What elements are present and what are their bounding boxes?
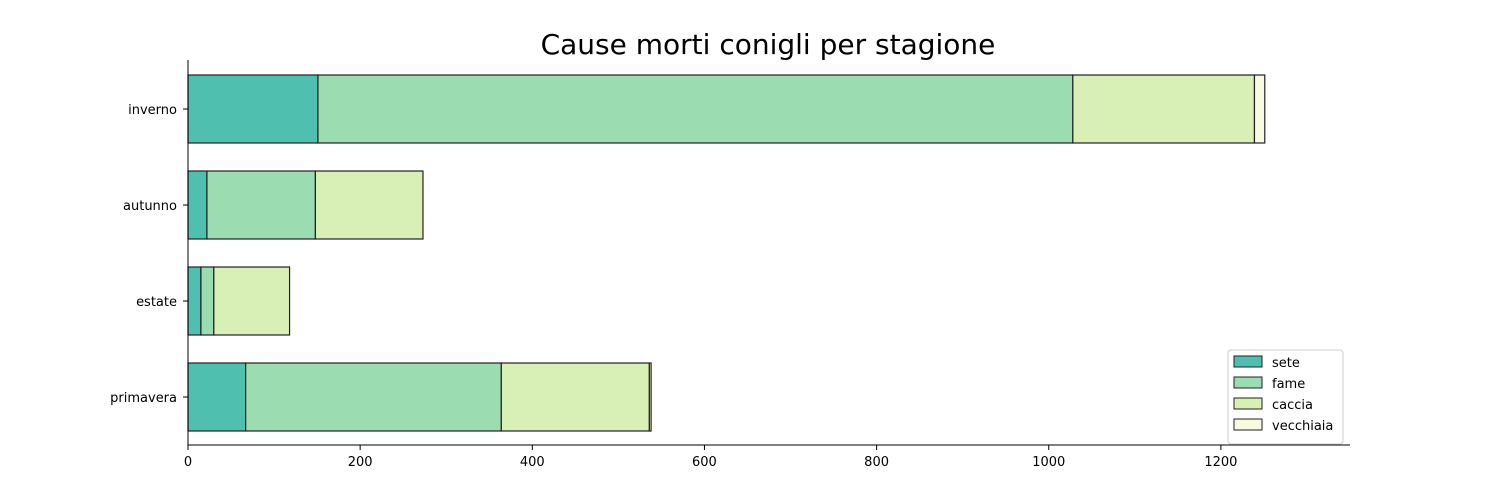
bar-fame-autunno bbox=[206, 170, 316, 240]
bar-sete-autunno bbox=[187, 170, 208, 240]
x-tick-label: 600 bbox=[692, 455, 717, 470]
legend-label-sete: sete bbox=[1272, 356, 1300, 371]
bar-caccia-estate bbox=[213, 266, 291, 336]
x-tick-label: 0 bbox=[184, 455, 192, 470]
bars-layer bbox=[187, 74, 1266, 432]
bar-fame-estate bbox=[200, 266, 215, 336]
bar-fame-inverno bbox=[317, 74, 1074, 144]
legend-label-fame: fame bbox=[1272, 377, 1305, 392]
legend-swatch-fame bbox=[1233, 376, 1263, 389]
bar-fame-primavera bbox=[245, 362, 502, 432]
legend-label-caccia: caccia bbox=[1272, 398, 1313, 413]
axes-layer: 0 200 400 600 800 1000 1200 primavera estate autu… bbox=[110, 60, 1350, 470]
bar-vecchiaia-inverno bbox=[1253, 74, 1266, 144]
x-tick-label: 400 bbox=[520, 455, 545, 470]
legend-label-vecchiaia: vecchiaia bbox=[1272, 419, 1333, 434]
legend-swatch-vecchiaia bbox=[1233, 418, 1263, 431]
bar-sete-primavera bbox=[187, 362, 247, 432]
x-tick-label: 1000 bbox=[1032, 455, 1065, 470]
legend-swatch-caccia bbox=[1233, 397, 1263, 410]
bar-sete-inverno bbox=[187, 74, 319, 144]
y-tick-label-primavera: primavera bbox=[110, 391, 177, 406]
chart-title: Cause morti conigli per stagione bbox=[541, 28, 996, 61]
y-tick-label-autunno: autunno bbox=[123, 199, 177, 214]
bar-sete-estate bbox=[187, 266, 202, 336]
bar-caccia-inverno bbox=[1072, 74, 1256, 144]
legend: sete fame caccia vecchiaia bbox=[1227, 349, 1344, 445]
bar-caccia-autunno bbox=[314, 170, 424, 240]
x-tick-label: 200 bbox=[348, 455, 373, 470]
x-tick-label: 800 bbox=[864, 455, 889, 470]
y-tick-label-inverno: inverno bbox=[128, 103, 177, 118]
legend-swatch-sete bbox=[1233, 355, 1263, 368]
bar-vecchiaia-primavera bbox=[648, 362, 652, 432]
y-tick-label-estate: estate bbox=[136, 295, 177, 310]
bar-caccia-primavera bbox=[500, 362, 650, 432]
x-tick-label: 1200 bbox=[1204, 455, 1237, 470]
